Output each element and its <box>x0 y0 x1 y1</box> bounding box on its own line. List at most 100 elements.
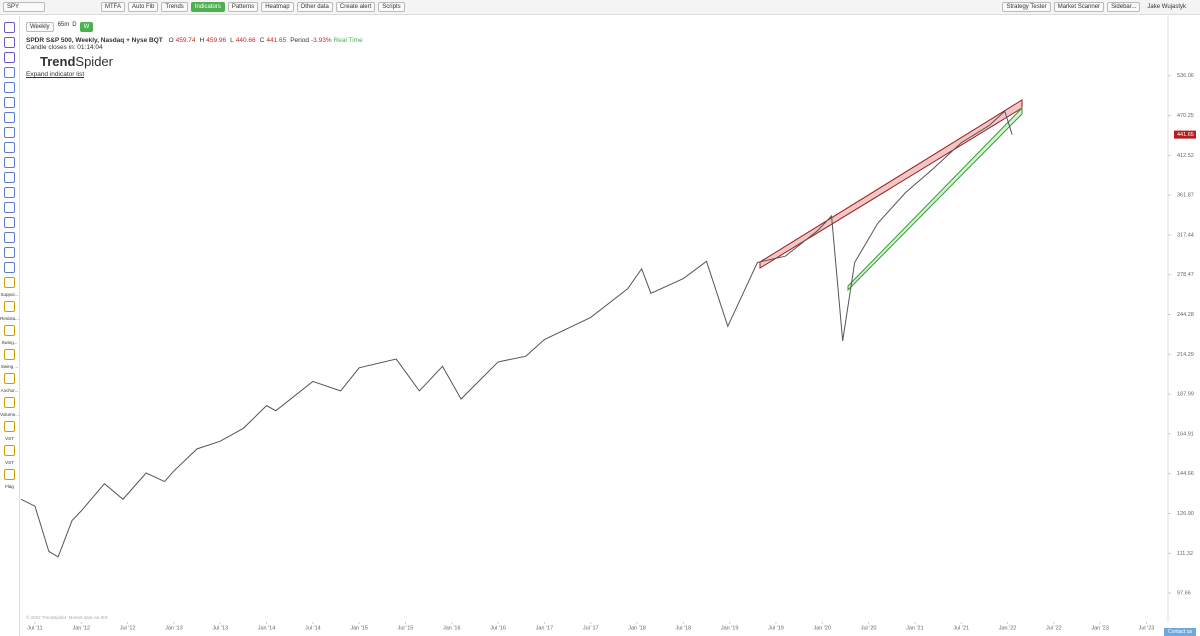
toolbar-button[interactable]: Create alert <box>335 2 376 12</box>
tool-icon[interactable] <box>4 349 15 360</box>
symbol-input[interactable]: SPY <box>3 2 45 12</box>
tool-icon[interactable] <box>4 112 15 123</box>
tool-icon[interactable] <box>4 325 15 336</box>
tool-icon[interactable] <box>4 301 15 312</box>
toolbar-button[interactable]: Sidebar... <box>1107 2 1141 12</box>
tool-label: Resista... <box>0 316 19 321</box>
x-tick-label: Jul '22 <box>1046 625 1062 631</box>
x-tick-label: Jan '13 <box>165 625 183 631</box>
chart-header: SPDR S&P 500, Weekly, Nasdaq + Nyse BQT … <box>26 37 363 78</box>
interval-extra: 65m D W <box>58 22 94 32</box>
tool-icon[interactable] <box>4 22 15 33</box>
x-tick-label: Jul '20 <box>861 625 877 631</box>
tool-icon[interactable] <box>4 142 15 153</box>
user-name[interactable]: Jake Wujastyk <box>1147 4 1186 10</box>
tool-icon[interactable] <box>4 445 15 456</box>
tool-icon[interactable] <box>4 52 15 63</box>
interval-select[interactable]: Weekly <box>26 22 54 32</box>
tool-label: Anchor... <box>0 388 19 393</box>
y-tick-label: 144.66 <box>1177 471 1194 477</box>
ohlc-value: 440.66 <box>235 37 256 44</box>
expand-link[interactable]: Expand indicator list <box>26 71 85 78</box>
x-tick-label: Jan '18 <box>628 625 646 631</box>
y-tick-label: 278.47 <box>1177 272 1194 278</box>
x-tick-label: Jan '20 <box>813 625 831 631</box>
y-tick-label: 244.28 <box>1177 312 1194 318</box>
x-tick-label: Jul '21 <box>953 625 969 631</box>
interval-option[interactable]: D <box>72 22 77 28</box>
y-tick-label: 412.52 <box>1177 153 1194 159</box>
tool-icon[interactable] <box>4 172 15 183</box>
toolbar-button[interactable]: Scripts <box>378 2 405 12</box>
tool-icon[interactable] <box>4 127 15 138</box>
toolbar-button[interactable]: Patterns <box>227 2 259 12</box>
x-tick-label: Jul '23 <box>1139 625 1155 631</box>
x-tick-label: Jan '22 <box>999 625 1017 631</box>
toolbar-button[interactable]: Auto Fib <box>128 2 159 12</box>
ohlc-label: C <box>259 37 265 44</box>
tool-icon[interactable] <box>4 202 15 213</box>
ohlc: O 459.74 H 459.96 L 440.66 C 441.65 Period -3.93% <box>165 37 332 44</box>
toolbar-right: Strategy Tester Market Scanner Sidebar... <box>1002 2 1141 12</box>
logo-bold: Trend <box>40 54 76 69</box>
toolbar-button[interactable]: Heatmap <box>261 2 294 12</box>
tool-icon[interactable] <box>4 262 15 273</box>
interval-bar: Weekly 65m D W <box>26 22 94 32</box>
copyright: © 2022 TrendSpider. Market data via IEX <box>26 615 108 620</box>
tool-label: Suppor... <box>0 292 19 297</box>
toolbar: SPY MTFA Auto Fib Trends Indicators Patterns… <box>0 0 1200 15</box>
tool-icon[interactable] <box>4 232 15 243</box>
tool-label: Flag <box>5 484 14 489</box>
y-tick-label: 126.90 <box>1177 511 1194 517</box>
toolbar-button[interactable]: MTFA <box>101 2 125 12</box>
y-tick-label: 470.25 <box>1177 113 1194 119</box>
tool-icon[interactable] <box>4 469 15 480</box>
ohlc-label: L <box>230 37 234 44</box>
x-tick-label: Jan '14 <box>258 625 276 631</box>
x-tick-label: Jul '19 <box>768 625 784 631</box>
tool-icon[interactable] <box>4 373 15 384</box>
interval-option[interactable]: 65m <box>57 22 70 28</box>
ohlc-value: 459.74 <box>175 37 196 44</box>
tool-label: Swing... <box>1 340 18 345</box>
x-tick-label: Jan '21 <box>906 625 924 631</box>
realtime: Real Time <box>333 37 363 44</box>
y-tick-label: 214.29 <box>1177 352 1194 358</box>
last-price-label: 441.65 <box>1177 132 1194 138</box>
tool-icon[interactable] <box>4 37 15 48</box>
tool-icon[interactable] <box>4 277 15 288</box>
x-tick-label: Jul '15 <box>398 625 414 631</box>
tool-label: VST <box>5 460 14 465</box>
x-tick-label: Jan '19 <box>721 625 739 631</box>
symbol-title: SPDR S&P 500, Weekly, Nasdaq + Nyse BQT <box>26 37 163 44</box>
interval-option[interactable]: W <box>79 22 94 32</box>
ohlc-label: Period <box>290 37 310 44</box>
toolbar-button[interactable]: Strategy Tester <box>1002 2 1051 12</box>
x-tick-label: Jul '14 <box>305 625 321 631</box>
toolbar-button[interactable]: Other data <box>296 2 333 12</box>
y-tick-label: 187.99 <box>1177 392 1194 398</box>
tool-icon[interactable] <box>4 421 15 432</box>
tool-label: Volume... <box>0 412 19 417</box>
contact-button[interactable]: Contact us <box>1164 628 1196 636</box>
toolbar-button[interactable]: Indicators <box>190 2 225 12</box>
countdown: Candle closes in: 01:14:04 <box>26 44 103 51</box>
y-tick-label: 111.32 <box>1177 551 1193 557</box>
ohlc-label: O <box>168 37 174 44</box>
tool-icon[interactable] <box>4 187 15 198</box>
x-tick-label: Jan '17 <box>536 625 554 631</box>
ohlc-label: H <box>199 37 205 44</box>
tool-icon[interactable] <box>4 97 15 108</box>
toolbar-button[interactable]: Trends <box>161 2 188 12</box>
tool-icon[interactable] <box>4 217 15 228</box>
x-tick-label: Jan '12 <box>72 625 90 631</box>
toolbar-button[interactable]: Market Scanner <box>1053 2 1105 12</box>
tool-icon[interactable] <box>4 157 15 168</box>
tool-icon[interactable] <box>4 247 15 258</box>
tool-icon[interactable] <box>4 82 15 93</box>
logo-light: Spider <box>75 54 113 69</box>
tool-icon[interactable] <box>4 67 15 78</box>
x-tick-label: Jul '16 <box>490 625 506 631</box>
tool-icon[interactable] <box>4 397 15 408</box>
